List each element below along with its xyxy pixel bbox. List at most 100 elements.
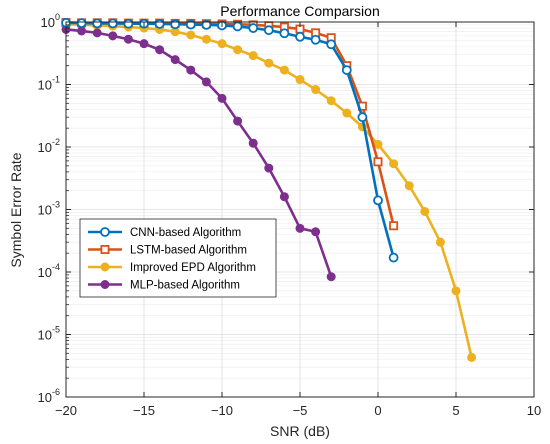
data-point xyxy=(123,18,134,29)
x-tick-label: −15 xyxy=(133,403,155,418)
data-point xyxy=(154,19,165,29)
data-point xyxy=(295,223,305,233)
data-point xyxy=(373,157,383,167)
data-point xyxy=(451,286,461,296)
y-tick-exponent: -3 xyxy=(52,200,60,210)
y-axis-label: Symbol Error Rate xyxy=(8,152,24,267)
data-point xyxy=(326,272,336,282)
y-tick-label: 100 xyxy=(41,12,60,30)
x-tick-label: −10 xyxy=(211,403,233,418)
data-point xyxy=(357,112,368,123)
data-point xyxy=(123,34,133,44)
data-point xyxy=(467,352,477,362)
chart-title: Performance Comparsion xyxy=(220,3,380,19)
data-point xyxy=(77,26,87,36)
y-tick-label: 10-3 xyxy=(38,200,60,218)
data-point xyxy=(279,192,289,202)
y-tick-label: 10-2 xyxy=(38,137,60,155)
data-point xyxy=(295,31,305,42)
y-tick-label: 10-4 xyxy=(38,262,60,280)
data-point xyxy=(248,138,258,148)
data-point xyxy=(248,23,259,33)
data-point xyxy=(311,227,321,237)
data-point xyxy=(311,85,321,95)
data-point xyxy=(201,19,212,30)
series-3 xyxy=(61,24,336,282)
legend-item: LSTM-based Algorithm xyxy=(88,245,247,257)
data-point xyxy=(92,18,103,29)
x-axis-label: SNR (dB) xyxy=(270,423,330,439)
data-point xyxy=(233,116,243,126)
data-point xyxy=(217,39,227,49)
data-point xyxy=(388,252,399,263)
data-point xyxy=(185,19,196,30)
x-tick-label: 0 xyxy=(374,403,381,418)
y-tick-base: 10 xyxy=(38,203,52,218)
legend: CNN-based Algorithm LSTM-based Algorithm I… xyxy=(79,218,277,298)
legend-label: MLP-based Algorithm xyxy=(130,280,240,292)
data-point xyxy=(92,28,102,38)
series-2 xyxy=(61,19,477,362)
legend-item: Improved EPD Algorithm xyxy=(88,262,256,274)
data-point xyxy=(420,206,430,216)
data-point xyxy=(404,181,414,191)
y-tick-exponent: -1 xyxy=(52,75,60,85)
data-point xyxy=(310,34,321,45)
y-tick-base: 10 xyxy=(38,328,52,343)
legend-label: CNN-based Algorithm xyxy=(130,227,241,239)
data-point xyxy=(341,65,352,75)
data-point xyxy=(264,163,274,173)
data-point xyxy=(326,39,337,50)
y-tick-base: 10 xyxy=(41,15,55,30)
legend-item: CNN-based Algorithm xyxy=(88,227,241,239)
y-tick-base: 10 xyxy=(38,78,52,93)
y-tick-base: 10 xyxy=(38,390,52,405)
data-point xyxy=(263,25,274,36)
data-point xyxy=(279,28,290,39)
y-tick-exponent: 0 xyxy=(55,12,60,22)
legend-marker xyxy=(100,262,110,272)
x-tick-label: 10 xyxy=(527,403,541,418)
data-point xyxy=(342,108,352,118)
data-point xyxy=(232,21,243,32)
data-point xyxy=(107,18,118,29)
data-point xyxy=(155,45,165,55)
y-tick-exponent: -2 xyxy=(52,137,60,147)
y-tick-label: 10-1 xyxy=(38,75,60,93)
legend-marker xyxy=(100,280,110,289)
data-point xyxy=(389,221,399,231)
data-point xyxy=(76,18,87,29)
y-tick-base: 10 xyxy=(38,140,52,155)
legend-item: MLP-based Algorithm xyxy=(88,280,240,292)
data-point xyxy=(201,77,211,87)
data-point xyxy=(295,75,305,85)
data-point xyxy=(248,51,258,61)
ticks: −20 −15 −10 −5 0 5 1010010-110-210-310-410-510… xyxy=(38,12,542,418)
x-tick-label: −5 xyxy=(293,403,308,418)
data-point xyxy=(264,58,274,68)
data-point xyxy=(201,34,211,44)
data-point xyxy=(326,96,336,106)
y-tick-label: 10-5 xyxy=(38,325,60,343)
legend-label: Improved EPD Algorithm xyxy=(130,262,256,274)
data-point xyxy=(233,45,243,55)
data-point xyxy=(186,65,196,75)
grid xyxy=(65,21,535,398)
y-tick-label: 10-6 xyxy=(38,387,60,405)
data-point xyxy=(373,195,383,206)
legend-marker xyxy=(100,244,110,254)
data-point xyxy=(435,237,445,247)
y-tick-exponent: -4 xyxy=(52,262,60,272)
y-tick-exponent: -6 xyxy=(52,387,60,397)
legend-label: LSTM-based Algorithm xyxy=(130,245,247,257)
data-point xyxy=(170,55,180,65)
y-tick-base: 10 xyxy=(38,265,52,280)
data-point xyxy=(170,19,181,30)
data-point xyxy=(108,31,118,41)
data-point xyxy=(186,30,196,40)
data-point xyxy=(279,65,289,75)
legend-marker xyxy=(100,227,110,237)
x-tick-label: 5 xyxy=(452,403,459,418)
data-point xyxy=(217,93,227,103)
